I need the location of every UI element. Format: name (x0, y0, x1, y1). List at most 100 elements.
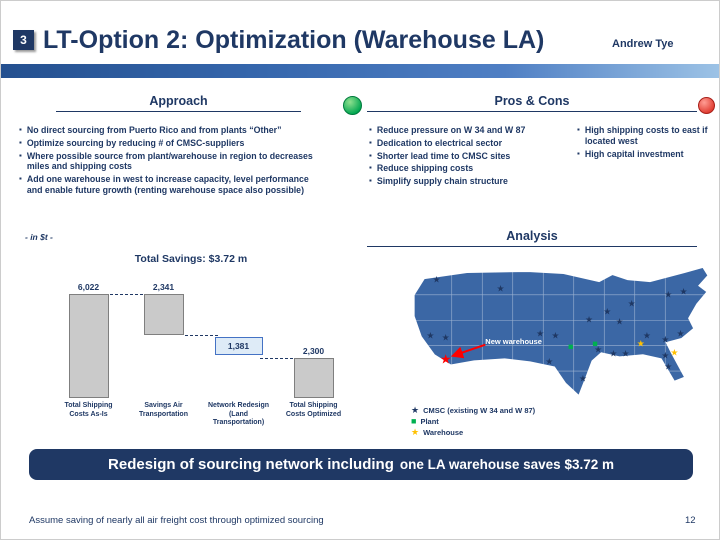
map-marker-icon: ■ (592, 338, 598, 349)
legend-marker-icon: ★ (411, 427, 420, 437)
banner-text-secondary: one LA warehouse saves $3.72 m (399, 457, 614, 472)
chart-plot: 6,022 2,341 1,381 2,300 (51, 282, 351, 398)
new-warehouse-arrow-icon (450, 343, 486, 359)
bullet-icon: ▪ (369, 125, 372, 134)
pros-cons-header: Pros & Cons (367, 94, 697, 112)
bullet-item: ▪ Optimize sourcing by reducing # of CMSC… (19, 138, 315, 149)
bullet-icon: ▪ (369, 176, 372, 186)
approach-bullet-list: ▪ No direct sourcing from Puerto Rico and… (19, 125, 315, 198)
bullet-text: High capital investment (584, 148, 684, 159)
footnote: Assume saving of nearly all air freight … (29, 515, 324, 526)
bullet-item: ▪ Add one warehouse in west to increase c… (19, 174, 315, 196)
map-marker-icon: ★ (664, 289, 673, 300)
bullet-item: ▪ Shorter lead time to CMSC sites (369, 151, 571, 162)
map-markers: ★ ★ ★ ★ ★ ★ ★ ★ ★ ★ ★ ★ ★ ★ ★ ★ ★ ★ ★ ★ ★ ★ ★ ★ ■ ■ ★ (406, 263, 711, 408)
chart-category-label: Total Shipping Costs Optimized (285, 402, 342, 418)
chart-value-label: 2,341 (152, 282, 175, 293)
page-title: LT-Option 2: Optimization (Warehouse LA) (43, 26, 545, 54)
legend-label: CMSC (existing W 34 and W 87) (423, 405, 536, 415)
legend-item: ■ Plant (411, 416, 535, 426)
chart-connector (259, 358, 293, 360)
bullet-item: ▪ Simplify supply chain structure (369, 176, 571, 187)
bullet-icon: ▪ (369, 137, 372, 147)
bullet-text: Add one warehouse in west to increase ca… (26, 174, 309, 195)
us-map (413, 266, 709, 397)
bullet-icon: ▪ (19, 125, 22, 134)
legend-item: ★ Warehouse (411, 427, 535, 437)
bullet-icon: ▪ (577, 125, 580, 134)
chart-value-label: 2,300 (302, 346, 325, 357)
map-marker-icon: ★ (636, 338, 645, 349)
bullet-item: ▪ Reduce pressure on W 34 and W 87 (369, 125, 571, 136)
author-name: Andrew Tye (612, 38, 674, 50)
map-marker-icon: ★ (584, 314, 594, 325)
banner-text-primary: Redesign of sourcing network including (108, 456, 394, 473)
map-marker-icon: ★ (426, 330, 435, 340)
legend-label: Warehouse (423, 427, 464, 437)
map-marker-icon: ★ (676, 328, 685, 339)
legend-marker-icon: ■ (411, 416, 417, 426)
map-marker-icon: ★ (670, 347, 679, 358)
bullet-text: Shorter lead time to CMSC sites (376, 150, 511, 161)
map-marker-icon: ★ (545, 356, 554, 367)
slide-number-badge: 3 (13, 30, 34, 50)
bullet-text: Dedication to electrical sector (376, 137, 502, 148)
bullet-text: No direct sourcing from Puerto Rico and … (26, 125, 282, 135)
chart-bar (143, 294, 184, 335)
pros-indicator-icon (343, 96, 362, 115)
bullet-text: Where possible source from plant/warehou… (26, 150, 313, 172)
chart-connector (184, 334, 218, 336)
map-marker-icon: ★ (642, 330, 651, 340)
chart-title: Total Savings: $3.72 m (134, 253, 248, 265)
bullet-item: ▪ No direct sourcing from Puerto Rico and… (19, 125, 315, 136)
chart-highlight-label: 1,381 (214, 337, 263, 356)
bullet-text: Reduce shipping costs (376, 163, 474, 174)
cons-indicator-icon (698, 97, 715, 114)
bullet-item: ▪ Dedication to electrical sector (369, 138, 571, 149)
chart-categories: Total Shipping Costs As-Is Savings Air Tr… (51, 402, 351, 428)
bullet-icon: ▪ (19, 150, 22, 160)
bullet-item: ▪ Where possible source from plant/wareho… (19, 151, 315, 173)
new-warehouse-label: New warehouse (485, 336, 542, 346)
bullet-icon: ▪ (369, 150, 372, 160)
map-marker-icon: ★ (679, 286, 688, 297)
map-marker-icon: ★ (496, 283, 505, 294)
map-marker-icon: ★ (536, 328, 545, 339)
map-marker-icon: ★ (609, 348, 618, 359)
map-marker-icon: ★ (441, 332, 450, 343)
bullet-text: Simplify supply chain structure (376, 176, 508, 187)
map-marker-icon: ★ (664, 361, 673, 372)
bullet-item: ▪ High capital investment (577, 149, 715, 160)
bullet-icon: ▪ (19, 137, 22, 147)
chart-value-label: 6,022 (77, 282, 100, 293)
approach-header: Approach (56, 94, 301, 112)
key-message-banner: Redesign of sourcing network including o… (29, 449, 693, 480)
cons-bullet-list: ▪ High shipping costs to east if located … (577, 125, 715, 161)
title-divider-band (1, 64, 719, 78)
map-marker-icon: ★ (615, 316, 624, 327)
chart-category-label: Network Redesign (Land Transportation) (207, 402, 270, 427)
chart-connector (109, 294, 143, 296)
analysis-map: ★ ★ ★ ★ ★ ★ ★ ★ ★ ★ ★ ★ ★ ★ ★ ★ ★ ★ ★ ★ ★ ★ ★ ★ ■ ■ ★ New warehous… (406, 263, 711, 408)
map-marker-icon: ■ (567, 341, 574, 352)
chart-category-label: Savings Air Transportation (138, 402, 188, 418)
legend-item: ★ CMSC (existing W 34 and W 87) (411, 405, 535, 415)
bullet-icon: ▪ (369, 163, 372, 173)
legend-label: Plant (420, 416, 439, 426)
bullet-icon: ▪ (577, 148, 580, 158)
map-marker-icon: ★ (551, 330, 560, 340)
chart-bar (68, 294, 109, 398)
map-marker-icon: ★ (621, 348, 630, 359)
new-warehouse-marker-icon: ★ (439, 351, 452, 367)
map-legend: ★ CMSC (existing W 34 and W 87) ■ Plant ★ War… (411, 405, 535, 437)
pros-bullet-list: ▪ Reduce pressure on W 34 and W 87 ▪ Dedica… (369, 125, 571, 189)
bullet-text: Reduce pressure on W 34 and W 87 (376, 125, 526, 135)
map-marker-icon: ★ (603, 306, 612, 317)
bullet-text: Optimize sourcing by reducing # of CMSC-… (26, 137, 245, 148)
bullet-text: High shipping costs to east if located w… (584, 125, 708, 146)
map-marker-icon: ★ (661, 334, 670, 345)
legend-marker-icon: ★ (411, 405, 420, 415)
map-marker-icon: ★ (627, 298, 636, 309)
bullet-item: ▪ Reduce shipping costs (369, 163, 571, 174)
